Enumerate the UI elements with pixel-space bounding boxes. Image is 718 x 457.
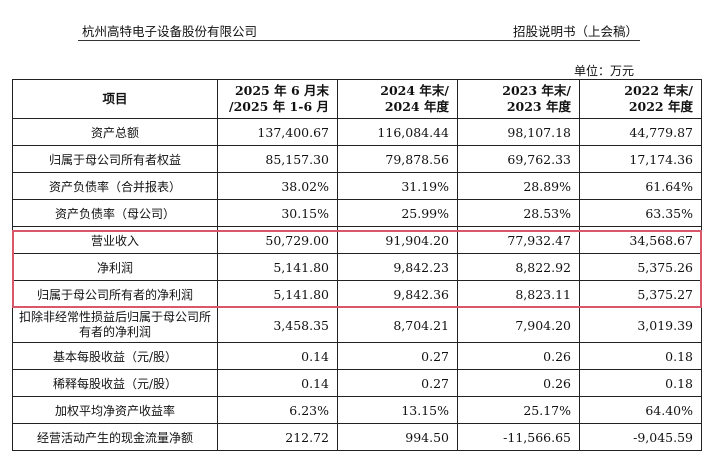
cell-value: 7,904.20 bbox=[457, 307, 580, 343]
row-label: 扣除非经常性损益后归属于母公司所有者的净利润 bbox=[12, 307, 218, 343]
cell-value: 9,842.36 bbox=[337, 280, 458, 308]
cell-value: -11,566.65 bbox=[457, 423, 580, 451]
cell-value: 5,375.27 bbox=[579, 280, 702, 308]
cell-value: 77,932.47 bbox=[457, 226, 580, 254]
row-label: 稀释每股收益（元/股） bbox=[12, 369, 218, 397]
document-type: 招股说明书（上会稿） bbox=[512, 24, 638, 39]
cell-value: 0.14 bbox=[217, 369, 338, 397]
table-row: 净利润 5,141.80 9,842.23 8,822.92 5,375.26 bbox=[12, 253, 702, 281]
row-label: 资产负债率（母公司） bbox=[12, 199, 218, 227]
cell-value: 61.64% bbox=[579, 172, 702, 200]
row-label: 归属于母公司所有者的净利润 bbox=[12, 280, 218, 308]
cell-value: 25.99% bbox=[337, 199, 458, 227]
row-label: 基本每股收益（元/股） bbox=[12, 342, 218, 370]
table-row: 稀释每股收益（元/股） 0.14 0.27 0.26 0.18 bbox=[12, 369, 702, 397]
cell-value: 98,107.18 bbox=[457, 118, 580, 146]
cell-value: 91,904.20 bbox=[337, 226, 458, 254]
cell-value: 5,141.80 bbox=[217, 280, 338, 308]
row-label: 营业收入 bbox=[12, 226, 218, 254]
cell-value: 9,842.23 bbox=[337, 253, 458, 281]
cell-value: 38.02% bbox=[217, 172, 338, 200]
cell-value: 8,823.11 bbox=[457, 280, 580, 308]
cell-value: 137,400.67 bbox=[217, 118, 338, 146]
column-header-2025h1: 2025 年 6 月末/2025 年 1-6 月 bbox=[217, 79, 338, 119]
cell-value: 64.40% bbox=[579, 396, 702, 424]
cell-value: 5,375.26 bbox=[579, 253, 702, 281]
column-header-2022: 2022 年末/2022 年度 bbox=[579, 79, 702, 119]
column-header-item: 项目 bbox=[12, 79, 218, 119]
cell-value: 3,458.35 bbox=[217, 307, 338, 343]
unit-label: 单位：万元 bbox=[573, 64, 634, 78]
cell-value: 13.15% bbox=[337, 396, 458, 424]
row-label: 资产负债率（合并报表） bbox=[12, 172, 218, 200]
row-label: 加权平均净资产收益率 bbox=[12, 396, 218, 424]
cell-value: 25.17% bbox=[457, 396, 580, 424]
cell-value: 0.27 bbox=[337, 369, 458, 397]
cell-value: 34,568.67 bbox=[579, 226, 702, 254]
cell-value: -9,045.59 bbox=[579, 423, 702, 451]
company-name: 杭州高特电子设备股份有限公司 bbox=[82, 24, 258, 39]
row-label: 经营活动产生的现金流量净额 bbox=[12, 423, 218, 451]
cell-value: 6.23% bbox=[217, 396, 338, 424]
table-row: 基本每股收益（元/股） 0.14 0.27 0.26 0.18 bbox=[12, 342, 702, 370]
cell-value: 0.14 bbox=[217, 342, 338, 370]
cell-value: 28.53% bbox=[457, 199, 580, 227]
cell-value: 79,878.56 bbox=[337, 145, 458, 173]
table-row: 资产负债率（母公司） 30.15% 25.99% 28.53% 63.35% bbox=[12, 199, 702, 227]
financial-table: 项目 2025 年 6 月末/2025 年 1-6 月 2024 年末/2024… bbox=[12, 79, 702, 451]
cell-value: 8,704.21 bbox=[337, 307, 458, 343]
cell-value: 44,779.87 bbox=[579, 118, 702, 146]
row-label: 净利润 bbox=[12, 253, 218, 281]
table-row: 加权平均净资产收益率 6.23% 13.15% 25.17% 64.40% bbox=[12, 396, 702, 424]
cell-value: 994.50 bbox=[337, 423, 458, 451]
column-header-2024: 2024 年末/2024 年度 bbox=[337, 79, 458, 119]
cell-value: 69,762.33 bbox=[457, 145, 580, 173]
cell-value: 17,174.36 bbox=[579, 145, 702, 173]
table-row: 归属于母公司所有者权益 85,157.30 79,878.56 69,762.33 17… bbox=[12, 145, 702, 173]
column-header-2023: 2023 年末/2023 年度 bbox=[457, 79, 580, 119]
table-header-row: 项目 2025 年 6 月末/2025 年 1-6 月 2024 年末/2024… bbox=[12, 79, 702, 119]
cell-value: 8,822.92 bbox=[457, 253, 580, 281]
table-row: 扣除非经常性损益后归属于母公司所有者的净利润 3,458.35 8,704.21 7,… bbox=[12, 307, 702, 343]
cell-value: 30.15% bbox=[217, 199, 338, 227]
cell-value: 0.26 bbox=[457, 342, 580, 370]
cell-value: 85,157.30 bbox=[217, 145, 338, 173]
row-label: 资产总额 bbox=[12, 118, 218, 146]
cell-value: 0.26 bbox=[457, 369, 580, 397]
cell-value: 5,141.80 bbox=[217, 253, 338, 281]
table-row: 资产总额 137,400.67 116,084.44 98,107.18 44,779.… bbox=[12, 118, 702, 146]
cell-value: 0.27 bbox=[337, 342, 458, 370]
cell-value: 0.18 bbox=[579, 342, 702, 370]
row-label: 归属于母公司所有者权益 bbox=[12, 145, 218, 173]
table-row: 归属于母公司所有者的净利润 5,141.80 9,842.36 8,823.11 5,3… bbox=[12, 280, 702, 308]
cell-value: 63.35% bbox=[579, 199, 702, 227]
cell-value: 212.72 bbox=[217, 423, 338, 451]
cell-value: 3,019.39 bbox=[579, 307, 702, 343]
cell-value: 31.19% bbox=[337, 172, 458, 200]
cell-value: 28.89% bbox=[457, 172, 580, 200]
table-row: 资产负债率（合并报表） 38.02% 31.19% 28.89% 61.64% bbox=[12, 172, 702, 200]
cell-value: 116,084.44 bbox=[337, 118, 458, 146]
cell-value: 0.18 bbox=[579, 369, 702, 397]
document-header: 杭州高特电子设备股份有限公司 招股说明书（上会稿） bbox=[78, 18, 640, 41]
table-row: 营业收入 50,729.00 91,904.20 77,932.47 34,568.67 bbox=[12, 226, 702, 254]
table-row: 经营活动产生的现金流量净额 212.72 994.50 -11,566.65 -9,04… bbox=[12, 423, 702, 451]
cell-value: 50,729.00 bbox=[217, 226, 338, 254]
